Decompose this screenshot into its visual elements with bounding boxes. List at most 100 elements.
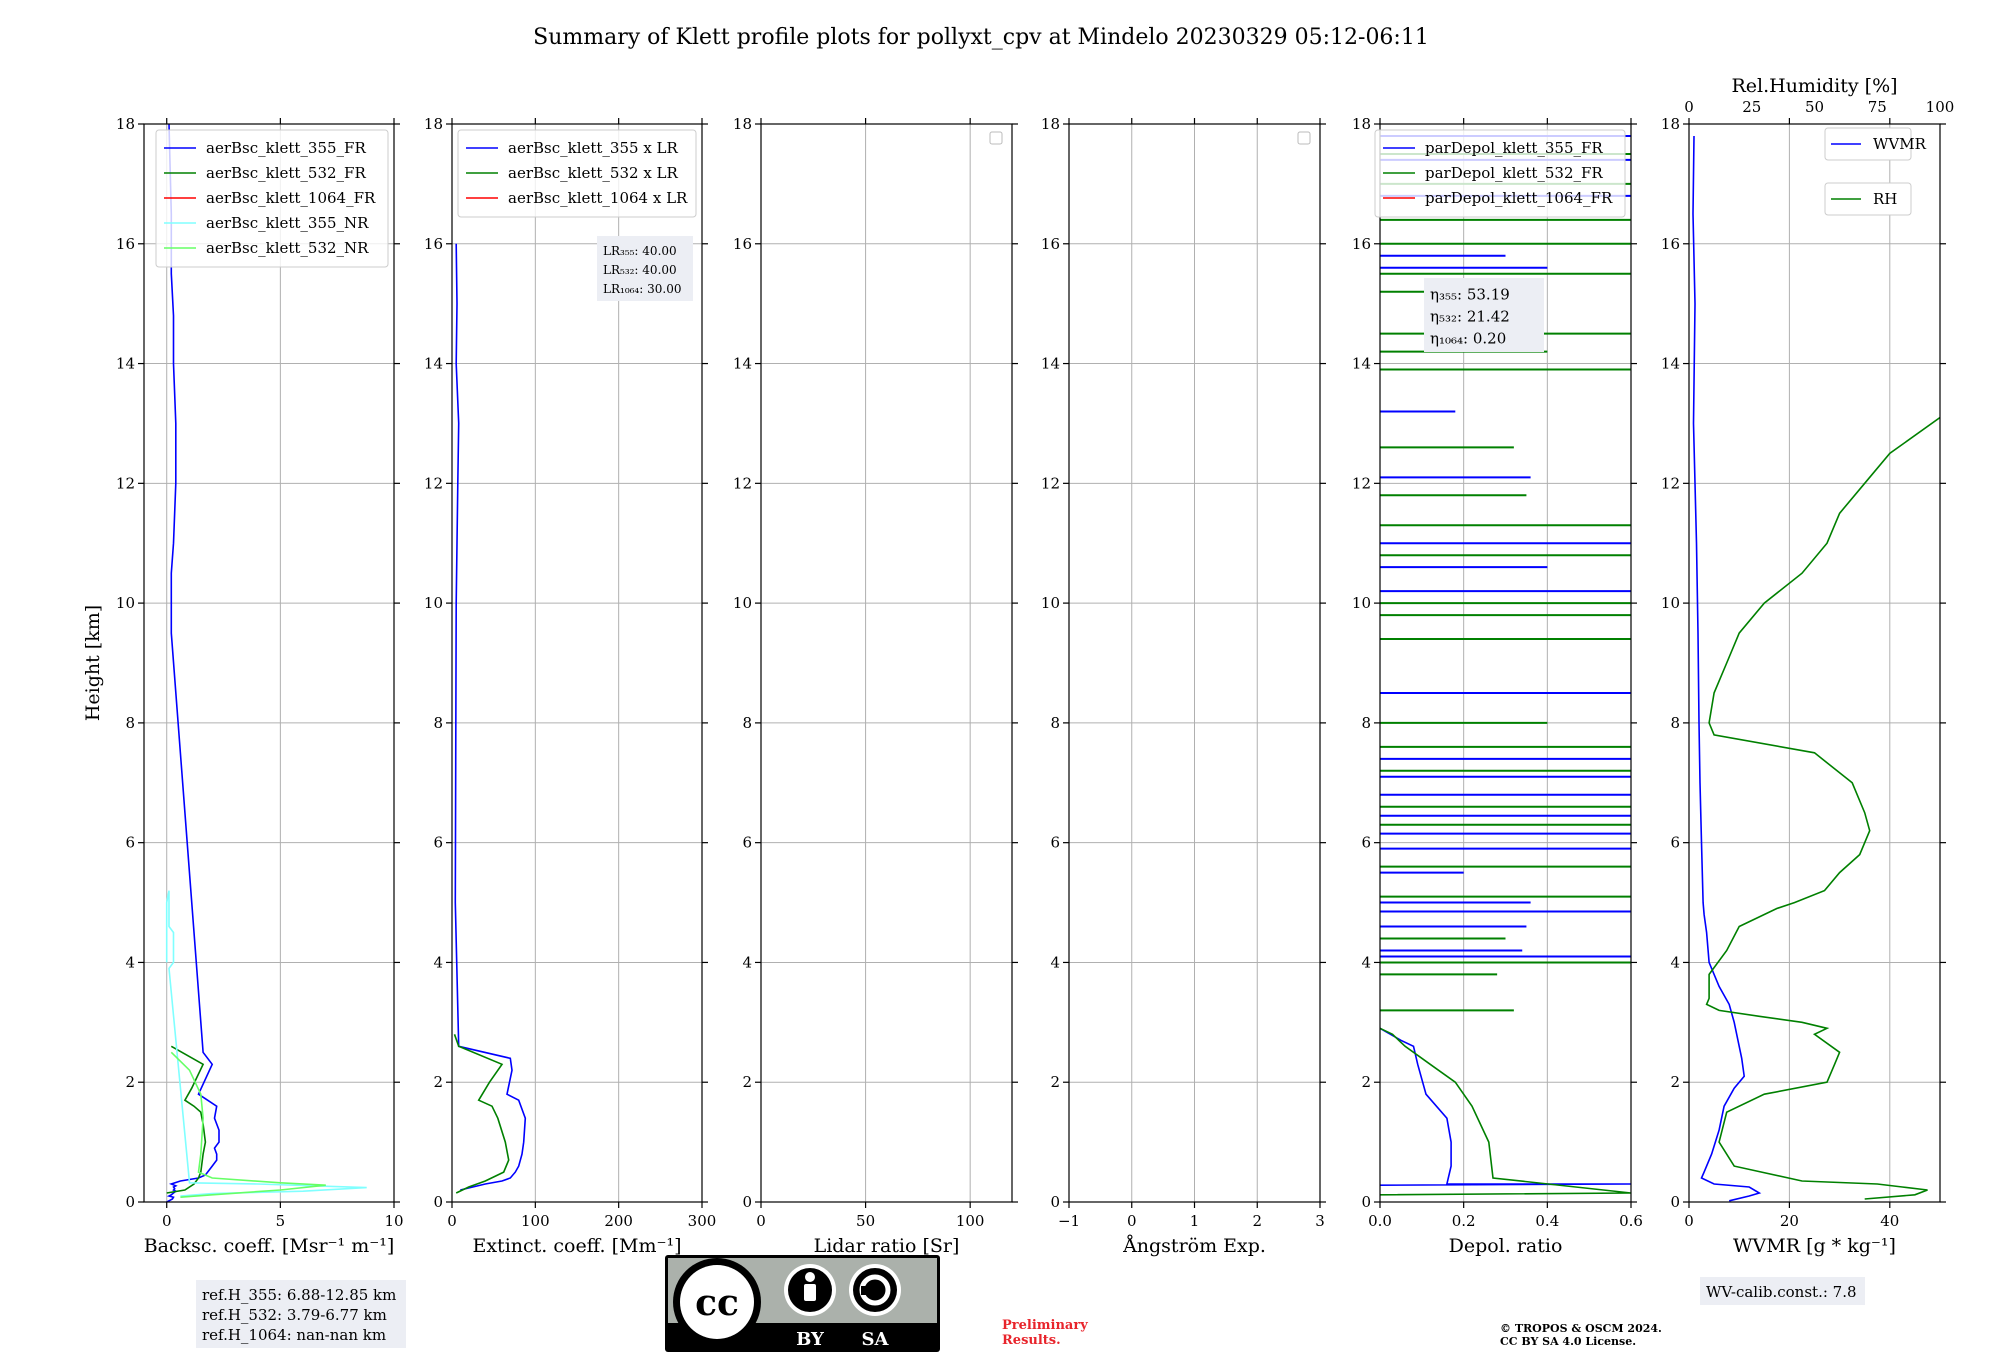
annotation-text: ref.H_355: 6.88-12.85 km: [202, 1286, 396, 1304]
xtick-label: 0: [447, 1212, 457, 1230]
ytick-label: 2: [1670, 1073, 1680, 1091]
x2tick-label: 25: [1742, 98, 1761, 116]
axes-frame: [1379, 123, 1632, 1203]
series-group: [453, 243, 527, 1194]
series-line-aerBsc_klett_355_NR: [165, 890, 367, 1197]
ytick-label: 0: [125, 1193, 135, 1211]
copyright-line-1: © TROPOS & OSCM 2024.: [1500, 1322, 1662, 1335]
preliminary-line-2: Results.: [1002, 1333, 1061, 1348]
legend-label: aerBsc_klett_532_NR: [206, 239, 369, 257]
figure-title: Summary of Klett profile plots for polly…: [533, 25, 1429, 50]
xtick-label: 0: [1684, 1212, 1694, 1230]
ytick-label: 14: [1352, 355, 1371, 373]
ytick-label: 6: [433, 834, 443, 852]
annotation-text: LR₅₃₂: 40.00: [603, 263, 677, 277]
xtick-label: 40: [1880, 1212, 1899, 1230]
cc-sa-label: SA: [862, 1329, 890, 1350]
xtick-label: 0: [756, 1212, 766, 1230]
x2tick-label: 75: [1868, 98, 1887, 116]
cc-by-label: BY: [796, 1329, 825, 1350]
ytick-label: 14: [116, 355, 135, 373]
series-line-parDepol_klett_532_FR: [1380, 1027, 1631, 1196]
xtick-label: 300: [688, 1212, 717, 1230]
ytick-label: 18: [1041, 115, 1060, 133]
series-line-aerBsc_klett_355_FR: [166, 124, 220, 1202]
ytick-label: 14: [1661, 355, 1680, 373]
preliminary-note: Preliminary Results.: [1002, 1318, 1088, 1348]
ytick-label: 16: [1661, 235, 1680, 253]
ytick-label: 2: [125, 1073, 135, 1091]
ytick-label: 18: [116, 115, 135, 133]
preliminary-line-1: Preliminary: [1002, 1318, 1088, 1333]
axes-frame: [451, 123, 703, 1203]
ytick-label: 0: [1050, 1193, 1060, 1211]
ytick-label: 6: [125, 834, 135, 852]
axes-frame: [760, 123, 1013, 1203]
x2tick-label: 50: [1805, 98, 1824, 116]
axes-frame: [143, 123, 395, 1203]
legend-box: [155, 129, 389, 268]
ytick-label: 12: [1661, 474, 1680, 492]
ytick-label: 14: [733, 355, 752, 373]
ytick-label: 16: [424, 235, 443, 253]
legend-box: [457, 129, 697, 218]
annotation-text: η₁₀₆₄: 0.20: [1430, 330, 1506, 348]
xtick-label: 10: [384, 1212, 403, 1230]
annotation-text: WV-calib.const.: 7.8: [1706, 1283, 1857, 1301]
series-group: [1692, 135, 1940, 1202]
ytick-label: 10: [733, 594, 752, 612]
ytick-label: 4: [125, 953, 135, 971]
ytick-label: 16: [1352, 235, 1371, 253]
xaxis-label: Backsc. coeff. [Msr⁻¹ m⁻¹]: [144, 1235, 395, 1257]
xtick-label: 0: [162, 1212, 172, 1230]
ytick-label: 16: [1041, 235, 1060, 253]
series-line-aerBsc_klett_532_NR: [170, 1051, 326, 1198]
xaxis-label: Depol. ratio: [1449, 1235, 1563, 1257]
ytick-label: 8: [125, 714, 135, 732]
ytick-label: 4: [433, 953, 443, 971]
ytick-label: 0: [1361, 1193, 1371, 1211]
series-line-parDepol_klett_355_FR: [1380, 1027, 1631, 1186]
ytick-label: 10: [1041, 594, 1060, 612]
annotation-box: [1700, 1277, 1865, 1305]
xtick-label: 1: [1190, 1212, 1200, 1230]
x2tick-label: 0: [1684, 98, 1694, 116]
legend-label: aerBsc_klett_355_NR: [206, 214, 369, 232]
series-line-WVMR: [1692, 135, 1762, 1202]
ytick-label: 12: [1041, 474, 1060, 492]
ytick-label: 8: [1050, 714, 1060, 732]
panel-depol: 0 2 4 6 8 10 12 14 16 18 0.0 0.2 0.4 0.6 Depol. ratio p…: [1352, 115, 1643, 1257]
ytick-label: 0: [1670, 1193, 1680, 1211]
xtick-label: 5: [276, 1212, 286, 1230]
legend-label: parDepol_klett_355_FR: [1425, 139, 1603, 157]
legend-label: WVMR: [1873, 135, 1927, 153]
ytick-label: 6: [1361, 834, 1371, 852]
x2axis-label: Rel.Humidity [%]: [1731, 75, 1897, 97]
ytick-label: 0: [742, 1193, 752, 1211]
xaxis-label: Ångström Exp.: [1122, 1235, 1266, 1257]
panel-lidar_ratio: 0 2 4 6 8 10 12 14 16 18 0 50 100 Lidar ratio [Sr]: [733, 115, 1018, 1257]
legend-label: RH: [1873, 190, 1897, 208]
legend-label: aerBsc_klett_532_FR: [206, 164, 366, 182]
legend-empty-box: [1297, 131, 1311, 145]
series-group: [165, 124, 367, 1202]
xtick-label: 100: [956, 1212, 985, 1230]
ytick-label: 18: [733, 115, 752, 133]
panel-extinction: 0 2 4 6 8 10 12 14 16 18 0 100 200 300 Extinct. coeff.…: [424, 115, 716, 1257]
svg-text:cc: cc: [695, 1282, 739, 1324]
legend-label: aerBsc_klett_1064 x LR: [508, 189, 688, 207]
legend-empty-box: [989, 131, 1003, 145]
ytick-label: 4: [1361, 953, 1371, 971]
ytick-label: 8: [742, 714, 752, 732]
annotation-text: ref.H_532: 3.79-6.77 km: [202, 1306, 387, 1324]
ytick-label: 18: [1352, 115, 1371, 133]
copyright-note: © TROPOS & OSCM 2024. CC BY SA 4.0 Licen…: [1500, 1322, 1662, 1348]
xtick-label: 100: [521, 1212, 550, 1230]
xaxis-label: WVMR [g * kg⁻¹]: [1733, 1235, 1896, 1257]
axes-frame: [1688, 123, 1941, 1203]
legend-label: aerBsc_klett_355 x LR: [508, 139, 679, 157]
ytick-label: 2: [1050, 1073, 1060, 1091]
ytick-label: 12: [733, 474, 752, 492]
